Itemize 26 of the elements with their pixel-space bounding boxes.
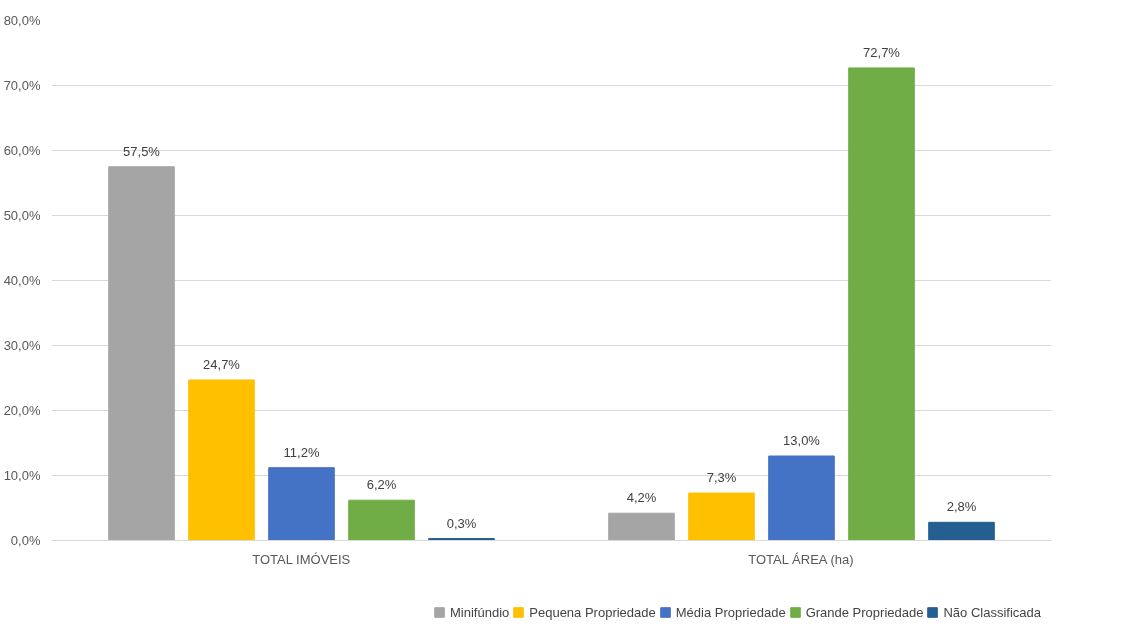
data-label: 57,5% [123, 143, 161, 159]
y-tick-label: 0,0% [10, 533, 41, 548]
x-tick-label: TOTAL ÁREA (ha) [748, 551, 854, 567]
y-tick-label: 50,0% [3, 208, 41, 223]
data-label: 72,7% [863, 44, 901, 60]
y-tick-label: 20,0% [3, 403, 41, 418]
y-tick-label: 30,0% [3, 338, 41, 353]
y-tick-label: 10,0% [3, 468, 41, 483]
y-tick-label: 70,0% [3, 78, 41, 93]
legend-label: Grande Propriedade [805, 604, 924, 620]
legend-label: Pequena Propriedade [529, 604, 656, 620]
data-label: 4,2% [626, 490, 657, 506]
legend-label: Minifúndio [450, 604, 510, 620]
y-tick-label: 80,0% [3, 13, 41, 28]
legend-label: Não Classificada [943, 604, 1041, 620]
data-label: 11,2% [283, 444, 320, 460]
data-label: 7,3% [706, 470, 737, 486]
data-label: 0,3% [446, 515, 477, 531]
data-label: 24,7% [203, 356, 241, 372]
legend-label: Média Propriedade [675, 604, 786, 620]
x-tick-label: TOTAL IMÓVEIS [252, 551, 351, 567]
data-label: 2,8% [946, 499, 977, 515]
data-label: 13,0% [783, 433, 821, 448]
data-label: 6,2% [366, 477, 397, 493]
y-tick-label: 40,0% [3, 273, 41, 288]
y-tick-label: 60,0% [3, 143, 41, 158]
